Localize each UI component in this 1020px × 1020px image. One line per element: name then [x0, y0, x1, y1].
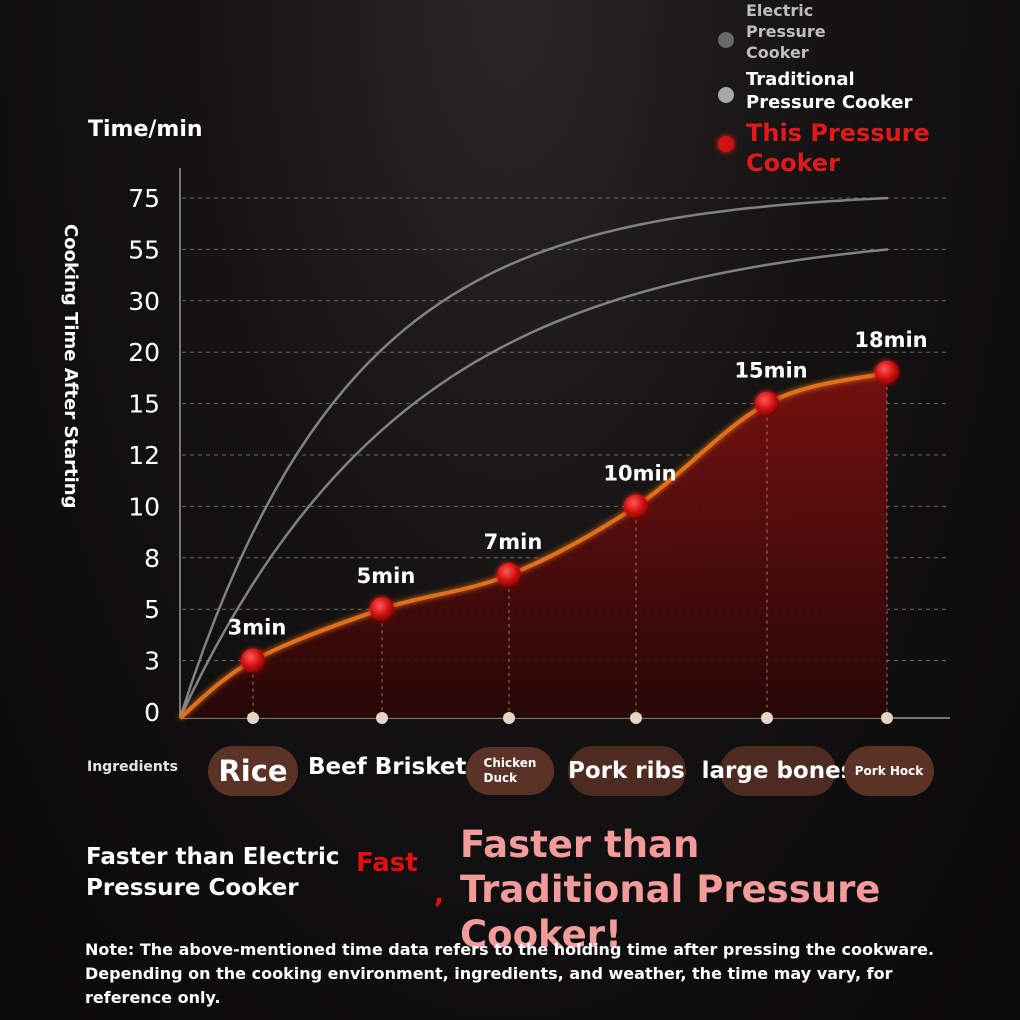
- legend-item-this-cooker: This Pressure Cooker: [718, 118, 936, 178]
- data-point: [755, 391, 779, 416]
- y-tick-label: 30: [128, 287, 160, 316]
- data-label: 7min: [484, 530, 543, 554]
- competitor-curve: [178, 196, 889, 719]
- ingredient-pork-hock: Pork Hock: [844, 746, 934, 796]
- y-tick-label: 20: [128, 338, 160, 367]
- y-axis-unit: Time/min: [88, 117, 203, 142]
- legend-label-this-cooker: This Pressure Cooker: [746, 119, 930, 177]
- data-point: [241, 648, 265, 673]
- data-point: [370, 597, 394, 622]
- slogan-traditional: Faster than Traditional Pressure Cooker!: [460, 823, 881, 956]
- slogan-electric: Faster than Electric Pressure Cooker: [86, 844, 340, 901]
- x-tick-dot: [881, 712, 893, 724]
- legend-dot-this-cooker: [718, 136, 734, 152]
- y-tick-label: 75: [128, 184, 160, 213]
- data-point: [875, 360, 899, 385]
- legend-dot-traditional: [718, 87, 734, 103]
- y-tick-label: 3: [144, 647, 160, 676]
- ingredient-chicken-duck: Chicken Duck: [466, 747, 554, 795]
- footnote: Note: The above-mentioned time data refe…: [85, 940, 935, 1007]
- y-tick-label: 5: [144, 595, 160, 624]
- legend-dot-electric: [718, 32, 734, 48]
- y-tick-label: 10: [128, 492, 160, 521]
- ingredients-label: Ingredients: [87, 759, 178, 775]
- x-tick-dot: [247, 712, 259, 724]
- data-label: 3min: [228, 616, 287, 640]
- data-label: 15min: [734, 359, 807, 383]
- x-tick-dot: [376, 712, 388, 724]
- slogan-fast: Fast: [356, 848, 418, 878]
- legend-item-traditional: Traditional Pressure Cooker: [718, 68, 916, 114]
- series-area: [180, 372, 887, 718]
- data-point: [624, 494, 648, 519]
- x-tick-dot: [761, 712, 773, 724]
- ingredient-pork-ribs: Pork ribs: [568, 746, 686, 796]
- legend-label-electric: Electric Pressure Cooker: [746, 1, 826, 62]
- slogan-comma: ,: [434, 880, 444, 910]
- ingredient-beef-brisket: Beef Brisket: [308, 754, 467, 780]
- y-tick-label: 55: [128, 235, 160, 264]
- legend-label-traditional: Traditional Pressure Cooker: [746, 69, 913, 113]
- ingredient-rice: Rice: [208, 746, 298, 796]
- x-tick-dot: [503, 712, 515, 724]
- data-label: 10min: [603, 461, 676, 485]
- y-tick-label: 8: [144, 544, 160, 573]
- y-axis-title: Cooking Time After Starting: [60, 224, 81, 509]
- data-point: [497, 562, 521, 587]
- data-label: 18min: [854, 328, 927, 352]
- data-label: 5min: [357, 564, 416, 588]
- y-tick-label: 12: [128, 441, 160, 470]
- y-tick-label: 15: [128, 390, 160, 419]
- x-tick-dot: [630, 712, 642, 724]
- competitor-curve: [178, 248, 889, 719]
- y-tick-label: 0: [144, 698, 160, 727]
- ingredient-large-bones: large bones: [702, 746, 854, 796]
- legend-item-electric: Electric Pressure Cooker: [718, 0, 836, 63]
